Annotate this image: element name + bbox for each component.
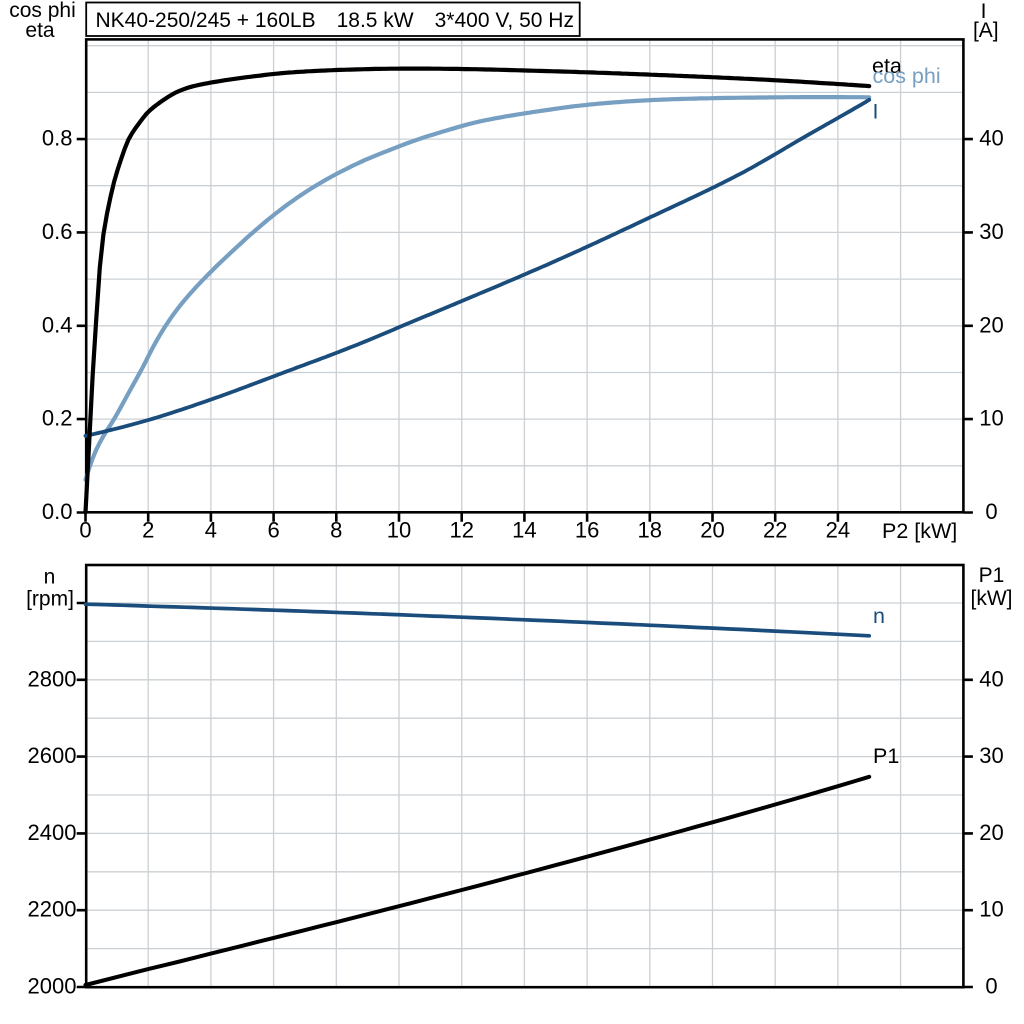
svg-text:2: 2 — [142, 518, 154, 543]
svg-text:10: 10 — [979, 406, 1003, 431]
svg-text:2400: 2400 — [28, 820, 77, 845]
svg-text:P1: P1 — [873, 744, 899, 768]
svg-text:20: 20 — [700, 518, 724, 543]
svg-text:0: 0 — [985, 499, 997, 524]
svg-text:40: 40 — [979, 126, 1003, 151]
svg-text:0.2: 0.2 — [42, 406, 73, 431]
svg-text:n: n — [44, 566, 56, 589]
svg-text:14: 14 — [512, 518, 536, 543]
svg-text:20: 20 — [979, 820, 1003, 845]
svg-text:I: I — [873, 100, 879, 124]
svg-text:0.6: 0.6 — [42, 219, 73, 244]
svg-text:cos phi: cos phi — [9, 0, 76, 22]
svg-text:0: 0 — [79, 518, 91, 543]
svg-text:18: 18 — [638, 518, 662, 543]
svg-text:4: 4 — [205, 518, 217, 543]
svg-text:2600: 2600 — [28, 743, 77, 768]
svg-text:8: 8 — [330, 518, 342, 543]
svg-text:P1: P1 — [979, 564, 1005, 587]
svg-text:2000: 2000 — [28, 974, 77, 999]
svg-text:12: 12 — [449, 518, 473, 543]
svg-text:22: 22 — [763, 518, 787, 543]
svg-text:eta: eta — [25, 19, 55, 42]
svg-text:cos phi: cos phi — [873, 64, 941, 88]
svg-text:[kW]: [kW] — [971, 587, 1013, 610]
svg-text:2200: 2200 — [28, 897, 77, 922]
svg-text:10: 10 — [387, 518, 411, 543]
svg-text:2800: 2800 — [28, 666, 77, 691]
svg-text:eta: eta — [872, 54, 902, 78]
svg-text:0.4: 0.4 — [42, 312, 73, 337]
svg-text:30: 30 — [979, 219, 1003, 244]
svg-text:10: 10 — [979, 897, 1003, 922]
svg-text:40: 40 — [979, 666, 1003, 691]
svg-text:I: I — [981, 0, 987, 23]
svg-text:24: 24 — [826, 518, 850, 543]
svg-text:0.8: 0.8 — [42, 126, 73, 151]
svg-text:0: 0 — [985, 974, 997, 999]
svg-text:30: 30 — [979, 743, 1003, 768]
svg-text:[A]: [A] — [973, 19, 999, 42]
svg-text:n: n — [873, 604, 885, 628]
svg-text:20: 20 — [979, 312, 1003, 337]
svg-text:0.0: 0.0 — [42, 499, 73, 524]
svg-text:P2 [kW]: P2 [kW] — [882, 519, 957, 543]
svg-text:16: 16 — [575, 518, 599, 543]
svg-text:6: 6 — [267, 518, 279, 543]
svg-text:[rpm]: [rpm] — [26, 588, 74, 611]
